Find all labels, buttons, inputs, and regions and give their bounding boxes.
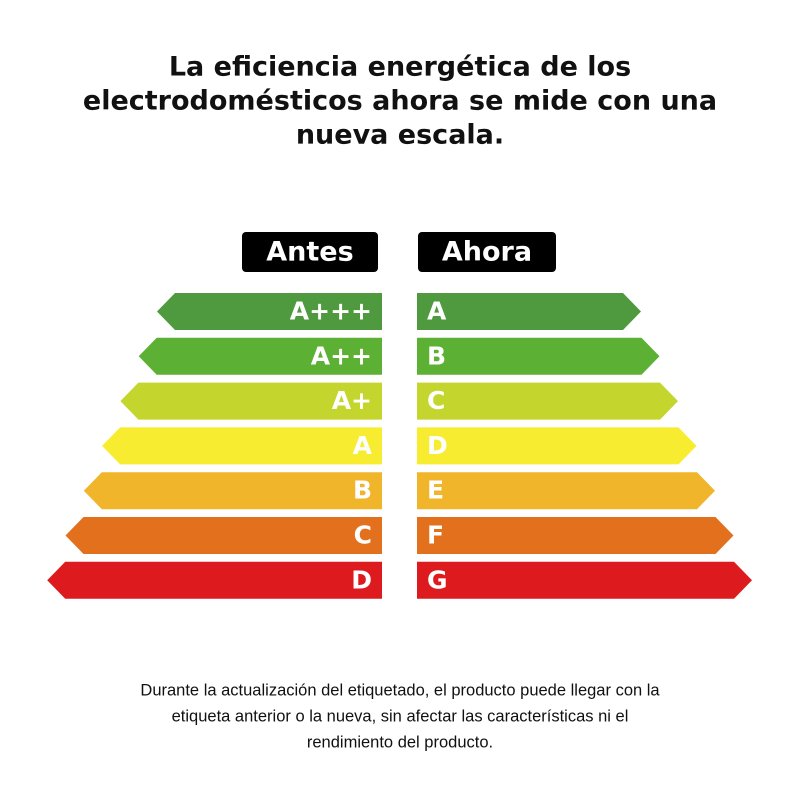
title-line: La eficiencia energética de los	[169, 52, 631, 83]
energy-bar	[417, 427, 697, 465]
energy-label: B	[427, 341, 446, 370]
energy-bar	[417, 561, 752, 599]
energy-label: D	[427, 431, 448, 460]
energy-label: B	[353, 476, 372, 505]
energy-bar	[102, 427, 382, 465]
energy-label: A++	[311, 341, 372, 370]
scale-header: Antes	[266, 237, 353, 268]
energy-bar	[417, 293, 641, 330]
scale-header: Ahora	[442, 237, 532, 268]
footer-line: rendimiento del producto.	[307, 733, 493, 751]
energy-label: E	[427, 476, 444, 505]
energy-label: A	[353, 431, 373, 460]
energy-label: G	[427, 565, 448, 594]
title-line: nueva escala.	[296, 120, 504, 151]
energy-bar	[417, 337, 660, 375]
energy-bar	[120, 382, 383, 420]
energy-label: A+	[332, 386, 372, 415]
footer-line: etiqueta anterior o la nueva, sin afecta…	[172, 707, 629, 725]
energy-bar	[83, 472, 383, 510]
scale-header-box	[242, 232, 378, 272]
title-line: electrodomésticos ahora se mide con una	[83, 86, 717, 117]
footer-line: Durante la actualización del etiquetado,…	[140, 681, 660, 699]
scale-header-box	[418, 232, 556, 272]
energy-bar	[65, 517, 382, 554]
energy-bar	[138, 337, 382, 375]
energy-label: D	[351, 565, 372, 594]
energy-bar	[417, 517, 734, 554]
energy-label: C	[427, 386, 445, 415]
energy-bar	[417, 472, 715, 510]
energy-label: F	[427, 521, 444, 550]
energy-label: A+++	[290, 297, 372, 326]
energy-label: C	[354, 521, 372, 550]
energy-bar	[47, 561, 382, 599]
energy-bar	[417, 382, 678, 420]
energy-label: A	[427, 297, 447, 326]
energy-bar	[157, 293, 382, 330]
